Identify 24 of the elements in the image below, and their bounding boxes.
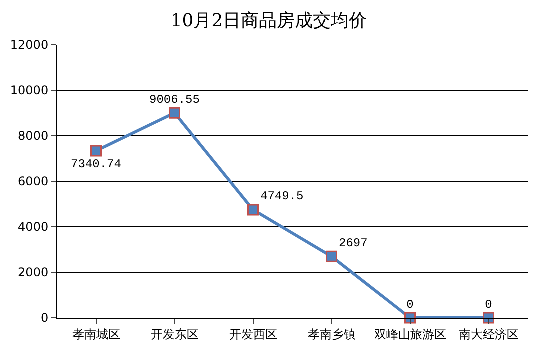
y-tick-label: 0 [40, 311, 49, 326]
y-tick-label: 6000 [18, 174, 49, 189]
data-label: 2697 [339, 236, 368, 250]
y-tick-label: 10000 [10, 84, 49, 98]
chart-title: 10月2日商品房成交均价 [170, 10, 368, 32]
y-tick-label: 12000 [10, 38, 49, 52]
point [326, 250, 338, 262]
data-label: 4749.5 [260, 190, 304, 204]
y-tick-label: 8000 [18, 129, 49, 144]
point [169, 107, 180, 119]
x-tick-label: 开发东区 [150, 327, 199, 342]
x-tick-label: 开发西区 [229, 327, 278, 342]
data-label: 0 [406, 298, 414, 312]
x-tick-label: 双峰山旅游区 [374, 327, 446, 342]
data-label: 0 [485, 298, 492, 312]
data-label: 9006.55 [150, 92, 200, 107]
point [90, 145, 102, 157]
data-label: 7340.74 [71, 157, 122, 172]
y-tick-label: 4000 [18, 220, 49, 234]
x-tick-label: 南大经济区 [458, 327, 519, 342]
x-tick-label: 孝南城区 [72, 327, 120, 342]
x-tick-label: 孝南乡镇 [308, 327, 356, 342]
y-tick-label: 2000 [18, 266, 49, 280]
point [248, 204, 259, 216]
